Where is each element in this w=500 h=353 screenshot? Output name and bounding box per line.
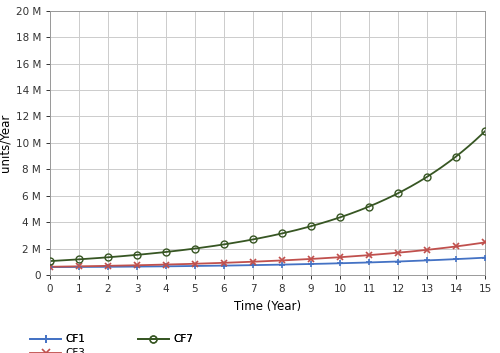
Legend: CF3: CF3 <box>30 348 86 353</box>
Legend: CF1, CF7: CF1, CF7 <box>30 334 193 344</box>
Y-axis label: units/Year: units/Year <box>0 114 12 172</box>
X-axis label: Time (Year): Time (Year) <box>234 300 301 313</box>
